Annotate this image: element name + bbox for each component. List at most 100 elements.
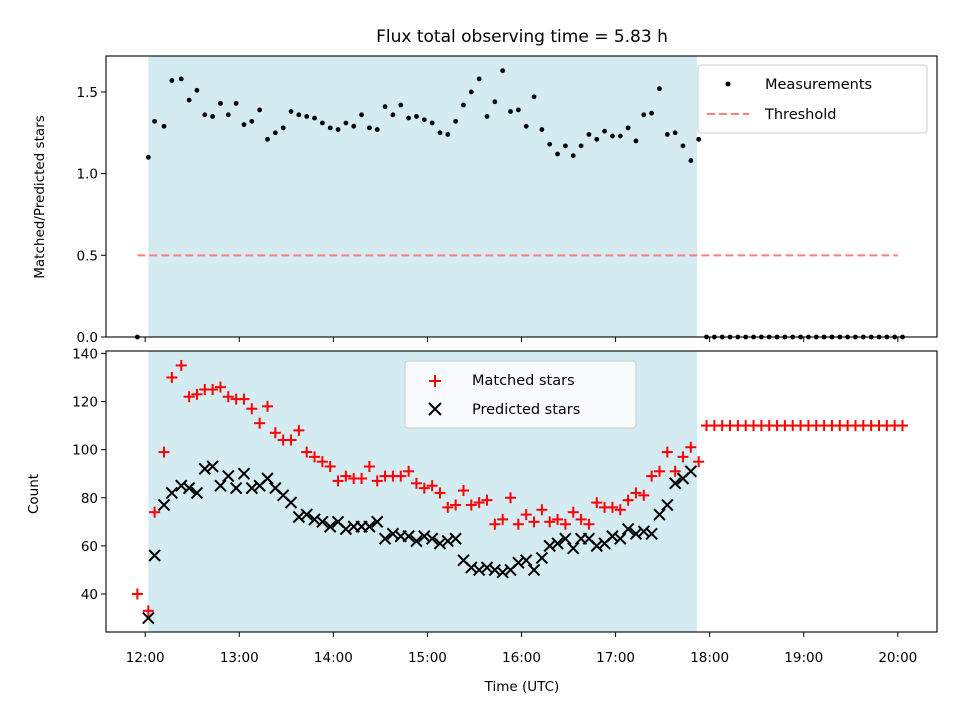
legend-predicted-marker [428,402,442,416]
predicted-stars-point [684,465,698,478]
matched-stars-point [363,460,375,472]
predicted-stars-point [559,532,572,545]
matched-stars-point [457,485,469,497]
measurement-point [602,128,607,134]
measurement-point [390,112,396,118]
measurement-point [233,100,239,106]
bottom-y-tick-label: 140 [72,346,98,362]
matched-stars-point [332,475,344,487]
matched-stars-point [254,417,266,429]
top-legend: Measurements Threshold [697,64,928,134]
matched-stars-point [261,400,273,412]
measurement-point [312,115,317,121]
measurement-point [152,118,158,124]
x-tick-label: 17:00 [596,650,635,666]
predicted-stars-point [148,549,161,562]
top-y-tick-label: 0.0 [77,330,98,346]
measurement-point [429,120,435,126]
matched-stars-point [622,494,634,506]
predicted-stars-point [300,508,313,521]
top-y-tick-label: 0.5 [77,248,98,264]
predicted-stars-point [488,563,502,577]
matched-stars-point [149,506,161,518]
x-axis-label: Time (UTC) [484,679,560,695]
matched-stars-point [497,513,509,525]
predicted-stars-point [629,527,643,541]
matched-stars-point [285,434,297,446]
predicted-stars-point [165,486,179,500]
matched-stars-point [583,518,595,530]
bottom-y-tick-label: 60 [81,539,98,555]
predicted-stars-point [441,534,455,548]
x-tick-label: 19:00 [784,650,823,666]
bottom-legend: Matched stars Predicted stars [404,360,637,429]
measurement-point [437,130,443,136]
x-tick-label: 13:00 [220,650,259,666]
measurement-point [484,114,490,119]
predicted-stars-point [292,510,306,524]
matched-stars-point [324,460,336,472]
bottom-y-tick-label: 80 [81,491,98,507]
predicted-stars-point [308,513,321,526]
measurement-point [578,143,584,149]
matched-stars-point [544,516,556,528]
x-tick-label: 15:00 [408,650,447,666]
predicted-stars-point [157,498,171,512]
measurement-point [476,76,482,82]
measurement-point [586,132,592,137]
measurement-point [672,130,678,136]
matched-stars-point [575,513,587,525]
matched-stars-point [520,509,532,521]
legend-matched-marker [429,375,441,387]
matched-stars-point [207,383,219,395]
matched-stars-point [301,446,313,458]
matched-stars-point [371,475,383,487]
measurement-point [202,112,208,118]
predicted-stars-point [661,498,674,512]
measurement-point [594,136,600,142]
bottom-y-tick-label: 100 [72,443,98,459]
matched-stars-point [473,497,485,509]
measurement-point [359,112,364,118]
x-tick-label: 16:00 [502,650,541,666]
predicted-stars-point [378,532,392,545]
measurement-point [343,120,349,126]
predicted-stars-point [614,532,627,545]
predicted-stars-point [606,530,619,543]
measurement-point [547,141,553,147]
matched-stars-point [661,446,673,458]
matched-stars-point [646,470,658,482]
predicted-stars-point [496,566,509,579]
measurement-point [169,78,175,83]
top-observing-window [148,56,698,337]
matched-stars-point [293,424,305,436]
measurement-point [241,122,247,128]
measurement-point [453,118,459,124]
matched-stars-point [356,473,368,485]
measurement-point [161,123,167,129]
predicted-stars-point [363,520,376,533]
matched-stars-point [410,477,422,489]
measurement-point [633,138,639,144]
measurement-point [296,112,302,118]
x-tick-label: 20:00 [878,650,917,666]
measurement-point [531,94,537,100]
measurement-point [272,130,278,136]
measurement-point [210,114,216,119]
matched-stars-point [606,501,618,513]
measurement-point [367,125,372,131]
predicted-stars-point [316,515,329,529]
chart-title: Flux total observing time = 5.83 h [376,27,668,47]
predicted-stars-point [543,539,556,553]
predicted-stars-point [590,539,603,553]
x-tick-label: 18:00 [690,650,729,666]
matched-stars-point [505,492,517,504]
legend-measurements-label: Measurements [765,77,872,93]
measurement-point [688,158,694,163]
predicted-stars-point [567,542,580,555]
matched-stars-point [677,451,689,463]
measurement-point [414,114,419,119]
measurement-point [539,127,545,132]
measurement-point [696,136,702,142]
predicted-stars-point [410,534,423,548]
